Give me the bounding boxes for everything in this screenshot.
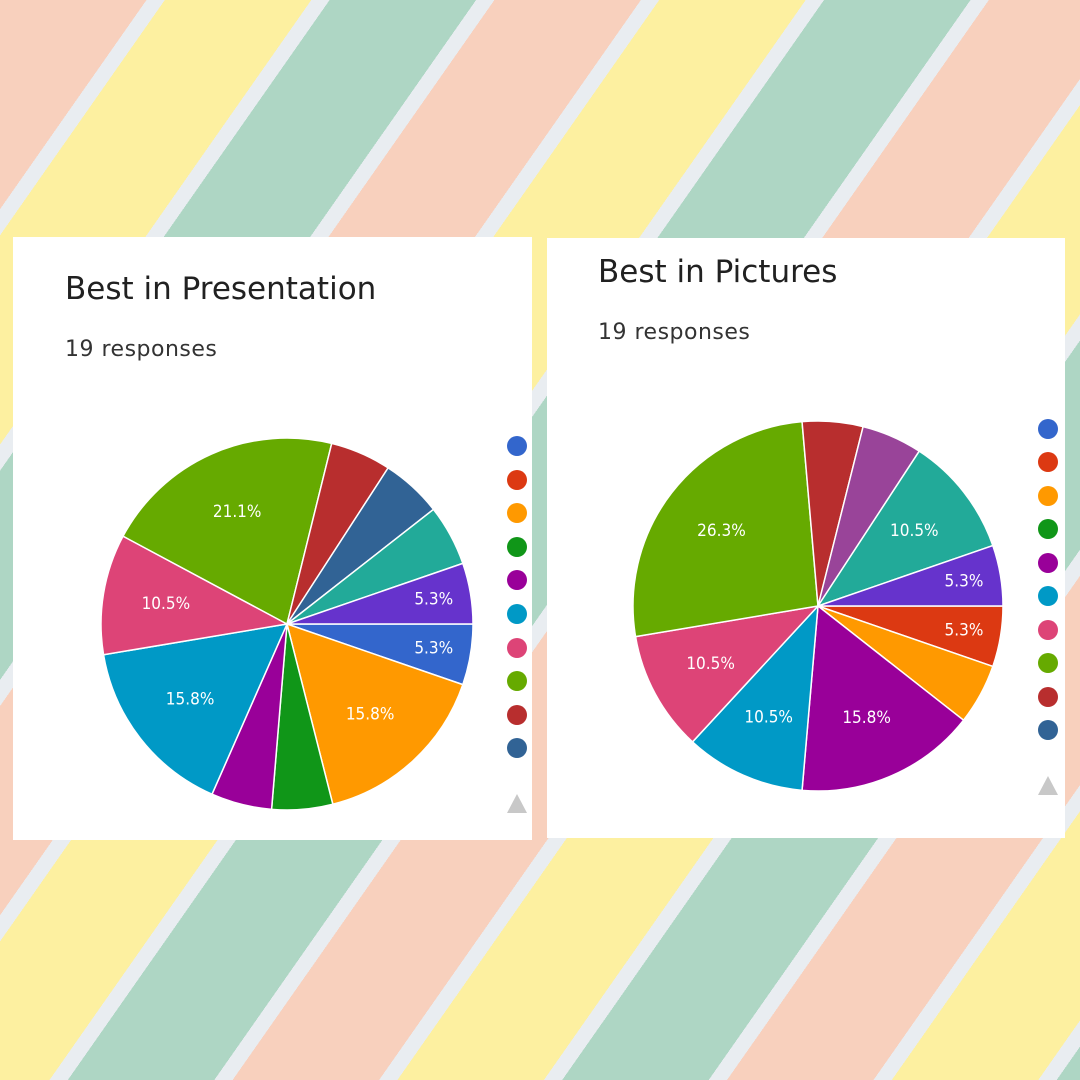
legend-dot bbox=[507, 470, 527, 490]
legend-dot bbox=[1038, 653, 1058, 673]
legend-dot bbox=[1038, 620, 1058, 640]
legend-dot bbox=[1038, 519, 1058, 539]
pie-slice bbox=[285, 622, 464, 806]
legend-dot bbox=[1038, 586, 1058, 606]
legend-dot bbox=[507, 537, 527, 557]
slice-label: 5.3% bbox=[945, 621, 984, 641]
chart-subtitle: 19 responses bbox=[65, 337, 217, 362]
pie-slice bbox=[691, 603, 819, 792]
pie-slice bbox=[286, 562, 474, 625]
slice-label: 5.3% bbox=[945, 571, 984, 591]
legend-dot bbox=[1038, 687, 1058, 707]
slice-label: 10.5% bbox=[744, 708, 793, 728]
pie-slice bbox=[100, 535, 290, 656]
legend-dot bbox=[1038, 419, 1058, 439]
legend-dot bbox=[507, 638, 527, 658]
legend-dot bbox=[1038, 720, 1058, 740]
legend-dot bbox=[507, 671, 527, 691]
pie-slice bbox=[102, 623, 289, 796]
pie-slice bbox=[801, 604, 965, 792]
slice-label: 10.5% bbox=[890, 521, 939, 541]
pie-slice bbox=[122, 437, 333, 626]
slice-label: 21.1% bbox=[213, 502, 262, 522]
scroll-arrow[interactable] bbox=[1038, 776, 1058, 795]
chart-title: Best in Pictures bbox=[598, 254, 837, 290]
slice-label: 15.8% bbox=[346, 704, 395, 724]
slice-label: 15.8% bbox=[166, 689, 215, 709]
chart-subtitle: 19 responses bbox=[598, 320, 750, 345]
slice-label: 5.3% bbox=[414, 639, 453, 659]
slice-label: 15.8% bbox=[842, 708, 891, 728]
scroll-arrow[interactable] bbox=[507, 794, 527, 813]
slice-label: 10.5% bbox=[142, 594, 191, 614]
legend-dot bbox=[1038, 452, 1058, 472]
slice-label: 10.5% bbox=[686, 654, 735, 674]
legend-dot bbox=[1038, 486, 1058, 506]
slice-label: 5.3% bbox=[414, 589, 453, 609]
chart-title: Best in Presentation bbox=[65, 271, 376, 307]
legend-dot bbox=[507, 503, 527, 523]
pie-slice bbox=[632, 420, 819, 638]
legend-dot bbox=[507, 738, 527, 758]
pie-slice bbox=[634, 604, 821, 744]
slice-label: 26.3% bbox=[697, 521, 746, 541]
legend bbox=[507, 436, 527, 813]
legend-dot bbox=[1038, 553, 1058, 573]
legend-dot bbox=[507, 436, 527, 456]
legend-dot bbox=[507, 604, 527, 624]
legend-dot bbox=[507, 570, 527, 590]
legend-dot bbox=[507, 705, 527, 725]
pie-slice bbox=[816, 450, 994, 608]
pie-slice bbox=[817, 544, 1004, 607]
legend bbox=[1038, 419, 1058, 795]
